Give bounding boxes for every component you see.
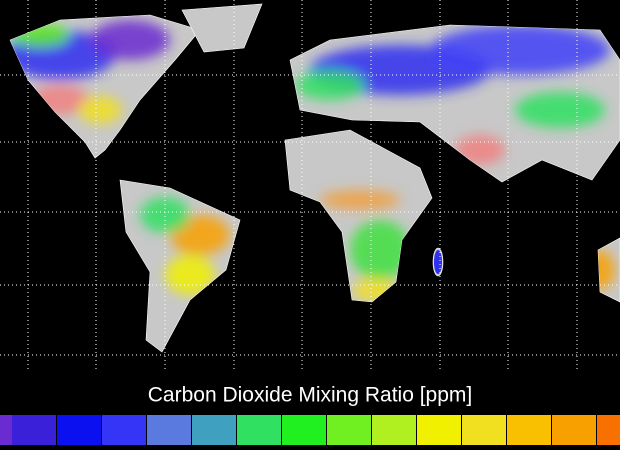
color-bar-swatch — [417, 415, 461, 445]
color-bar-swatch — [462, 415, 506, 445]
color-bar-swatch — [327, 415, 371, 445]
color-bar-swatch — [57, 415, 101, 445]
color-bar-swatch — [0, 415, 12, 445]
co2-overlay — [10, 20, 615, 302]
co2-region — [165, 255, 215, 295]
color-bar-swatch — [192, 415, 236, 445]
co2-region — [295, 70, 365, 100]
color-bar-swatch — [372, 415, 416, 445]
color-bar-swatch — [237, 415, 281, 445]
co2-region — [140, 197, 190, 233]
color-bar-swatch — [102, 415, 146, 445]
color-bar — [0, 415, 620, 445]
co2-region — [434, 250, 442, 274]
co2-region — [430, 25, 610, 75]
graticule — [0, 0, 620, 370]
color-bar-swatch — [282, 415, 326, 445]
color-bar-swatch — [597, 415, 620, 445]
co2-region — [320, 190, 400, 210]
color-bar-swatch — [12, 415, 56, 445]
color-bar-swatch — [507, 415, 551, 445]
co2-region — [78, 96, 122, 124]
co2-region — [90, 20, 170, 60]
map-title: Carbon Dioxide Mixing Ratio [ppm] — [148, 384, 472, 407]
co2-region — [350, 220, 410, 280]
greenland — [181, 3, 263, 53]
co2-region — [515, 92, 605, 128]
color-bar-swatch — [552, 415, 596, 445]
color-bar-swatch — [147, 415, 191, 445]
